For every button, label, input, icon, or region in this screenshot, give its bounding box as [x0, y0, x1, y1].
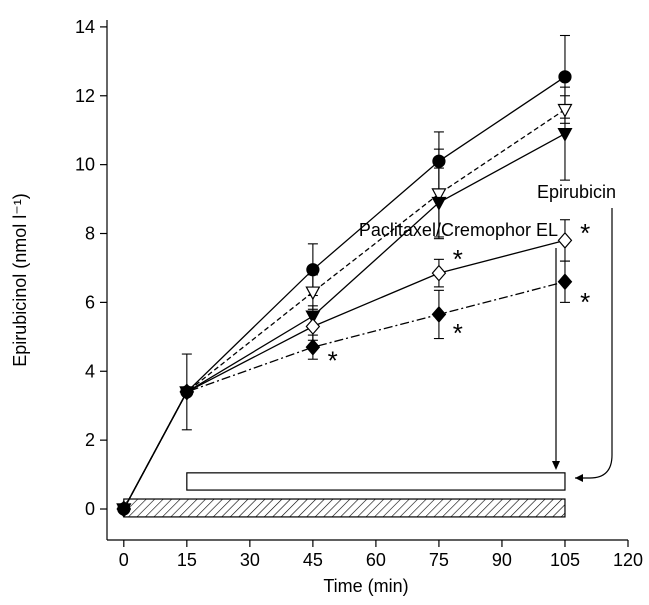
marker: [557, 103, 573, 118]
arrow-head: [575, 474, 583, 482]
marker: [305, 338, 321, 356]
significance-mark: *: [580, 218, 590, 248]
significance-mark: *: [453, 318, 463, 348]
x-tick-label: 120: [613, 550, 643, 570]
marker: [557, 273, 573, 291]
marker: [558, 70, 572, 84]
marker: [305, 310, 321, 325]
treatment-bar: [186, 472, 566, 491]
marker: [431, 264, 447, 282]
treatment-bar: [123, 498, 566, 518]
series-line: [123, 281, 566, 510]
significance-mark: *: [328, 345, 338, 375]
y-tick-label: 12: [75, 86, 95, 106]
marker: [431, 196, 447, 211]
arrow: [575, 208, 613, 479]
bar-label: Epirubicin: [537, 182, 616, 202]
marker: [431, 306, 447, 323]
series-line: [123, 133, 566, 510]
x-tick-label: 45: [303, 550, 323, 570]
significance-mark: *: [453, 244, 463, 274]
marker: [431, 188, 447, 203]
y-tick-label: 0: [85, 499, 95, 519]
y-tick-label: 10: [75, 155, 95, 175]
x-tick-label: 15: [177, 550, 197, 570]
marker: [305, 286, 321, 301]
bar-label: Paclitaxel/Cremophor EL: [359, 220, 558, 240]
arrow-head: [552, 461, 560, 470]
marker: [179, 383, 195, 401]
y-tick-label: 8: [85, 224, 95, 244]
series-line: [123, 76, 566, 510]
marker: [557, 231, 573, 249]
marker: [557, 128, 573, 142]
marker: [306, 263, 320, 277]
x-tick-label: 75: [429, 550, 449, 570]
marker: [116, 500, 132, 518]
marker: [305, 318, 321, 335]
x-tick-label: 90: [492, 550, 512, 570]
marker: [432, 154, 446, 168]
y-tick-label: 14: [75, 17, 95, 37]
significance-mark: *: [580, 287, 590, 317]
x-tick-label: 30: [240, 550, 260, 570]
y-axis-label: Epirubicinol (nmol l⁻¹): [10, 193, 30, 367]
x-tick-label: 60: [366, 550, 386, 570]
series-line: [123, 239, 566, 510]
y-tick-label: 4: [85, 361, 95, 381]
y-tick-label: 2: [85, 430, 95, 450]
x-axis-label: Time (min): [323, 576, 408, 596]
x-tick-label: 105: [550, 550, 580, 570]
y-tick-label: 6: [85, 292, 95, 312]
x-tick-label: 0: [119, 550, 129, 570]
